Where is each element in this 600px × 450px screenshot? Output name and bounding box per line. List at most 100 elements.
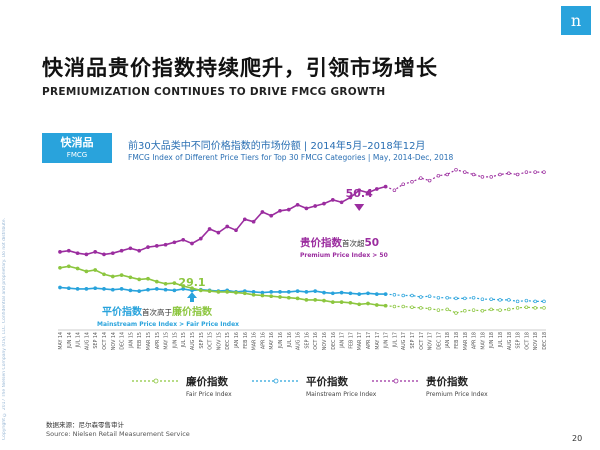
data-point [163,281,168,286]
x-tick-label: NOV 18 [533,332,539,350]
data-point [392,304,397,309]
data-point [154,279,159,284]
x-tick-label: AUG 16 [296,332,302,350]
data-point [172,281,177,285]
data-point [137,277,142,282]
premium-arrow-icon [354,204,365,211]
x-tick-label: JAN 18 [445,332,451,349]
data-point [489,297,493,301]
data-point [75,251,80,256]
data-point [304,206,309,211]
data-point [269,290,274,294]
data-point [137,289,142,293]
legend-label-cn: 平价指数 [306,375,348,388]
data-point [269,213,274,218]
data-point [348,300,353,305]
data-point [260,293,265,298]
data-point [401,182,405,186]
data-point [322,201,326,206]
data-point [454,296,458,301]
data-point [507,171,511,176]
x-tick-label: FEB 15 [137,332,143,349]
chart-subtitle-en: FMCG Index of Different Price Tiers for … [128,153,454,162]
legend-swatch-marker [273,378,279,384]
data-point [463,296,467,301]
data-point [190,241,194,246]
data-point [181,237,186,242]
data-point [260,290,265,295]
data-point [181,284,186,288]
data-point [128,288,133,293]
premium-annotation-cn: 贵价指数首次超50 [300,236,379,249]
data-point [242,291,247,296]
data-point [225,224,230,229]
data-point [427,178,432,183]
data-point [251,219,256,224]
data-point [339,200,344,205]
x-tick-label: SEP 17 [410,332,416,349]
legend-label-cn: 廉价指数 [186,375,228,388]
premium-annotation-en: Premium Price Index > 50 [300,252,388,259]
source-cn: 数据来源：尼尔森零售审计 [46,421,124,429]
data-point [419,295,423,299]
data-point [454,167,458,172]
nielsen-logo: n [561,6,591,35]
data-point [454,311,458,315]
data-point [163,242,168,247]
x-tick-label: SEP 14 [93,332,99,349]
data-point [471,308,476,312]
x-tick-label: MAR 18 [463,332,469,350]
data-point [383,184,388,189]
data-point [419,306,423,310]
data-point [410,293,414,298]
data-point [339,300,344,304]
x-tick-label: MAY 16 [269,332,275,350]
x-tick-label: JUN 17 [384,332,390,349]
data-point [410,180,414,184]
data-point [383,303,388,308]
data-point [66,264,71,269]
data-point [154,287,159,291]
data-point [374,292,379,296]
x-tick-label: JUN 14 [67,332,73,349]
data-point [313,204,318,208]
data-point [207,227,212,231]
data-point [295,202,300,207]
x-tick-label: APR 18 [472,332,478,349]
x-tick-label: FEB 18 [454,332,460,349]
x-tick-label: NOV 15 [216,332,222,350]
legend-label-cn: 贵价指数 [426,375,468,388]
data-point [119,273,124,277]
data-point [357,302,362,307]
x-tick-label: JAN 17 [340,332,346,349]
legend-label-en: Fair Price Index [186,391,232,398]
data-point [480,175,485,179]
data-point [278,290,282,294]
data-point [339,290,344,295]
data-point [286,207,291,212]
data-point [524,170,529,174]
data-point [137,248,142,253]
x-tick-label: SEP 16 [304,332,310,349]
x-tick-label: MAY 14 [58,332,64,350]
data-point [190,286,194,291]
data-point [66,286,71,291]
data-point [410,305,414,309]
data-point [93,250,98,254]
data-point [234,228,238,233]
x-tick-label: DEC 16 [331,332,337,350]
x-tick-label: MAY 17 [375,332,381,350]
data-point [58,265,62,270]
data-point [366,190,370,195]
x-tick-label: MAY 15 [164,332,170,350]
x-tick-label: JUN 15 [172,332,178,349]
data-point [128,246,133,251]
data-point [533,170,537,174]
x-tick-label: OCT 14 [102,332,108,350]
data-point [110,287,115,292]
data-point [515,299,520,304]
data-point [489,307,493,312]
x-tick-label: JUN 18 [489,332,495,349]
data-point [507,307,511,312]
data-point [436,295,441,300]
